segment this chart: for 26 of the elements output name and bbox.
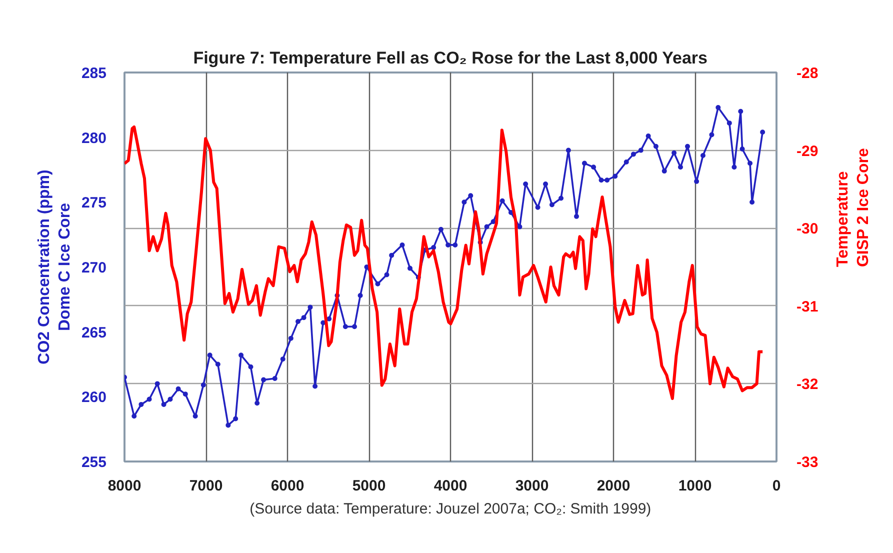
y2-tick-label: -30 [796,220,818,238]
y2-tick-label: -31 [796,298,818,316]
y-tick-label: 265 [81,324,107,342]
x-tick-label: 7000 [189,478,223,494]
x-tick-label: 4000 [434,478,468,494]
x-tick-label: 5000 [352,478,386,494]
y2-tick-label: -28 [796,65,818,82]
x-tick-label: 0 [772,478,781,494]
chart-title: Figure 7: Temperature Fell as CO₂ Rose for the Last 8,000 Years [193,48,708,68]
x-tick-label: 1000 [678,478,712,494]
x-tick-label: 8000 [108,478,142,494]
y2-axis-title: Temperature GISP 2 Ice Core [834,148,872,267]
y-tick-label: 275 [81,194,107,212]
y-tick-label: 280 [81,130,107,147]
x-tick-label: 6000 [270,478,304,494]
y2-tick-label: -32 [796,376,818,394]
y-tick-label: 285 [81,65,107,82]
y2-tick-label: -33 [796,454,818,471]
text: (Source data: Temperature: Jouzel 2007a; CO₂: Smith 1999) [250,500,652,518]
y-axis-title: CO2 Concentration (ppm) Dome C Ice Core [36,170,74,364]
y2-tick-label: -29 [796,142,818,160]
y-tick-label: 255 [81,454,107,471]
y-tick-label: 270 [81,260,107,276]
x-tick-label: 2000 [596,478,630,494]
y-tick-label: 260 [81,389,107,406]
x-tick-label: 3000 [515,478,549,494]
